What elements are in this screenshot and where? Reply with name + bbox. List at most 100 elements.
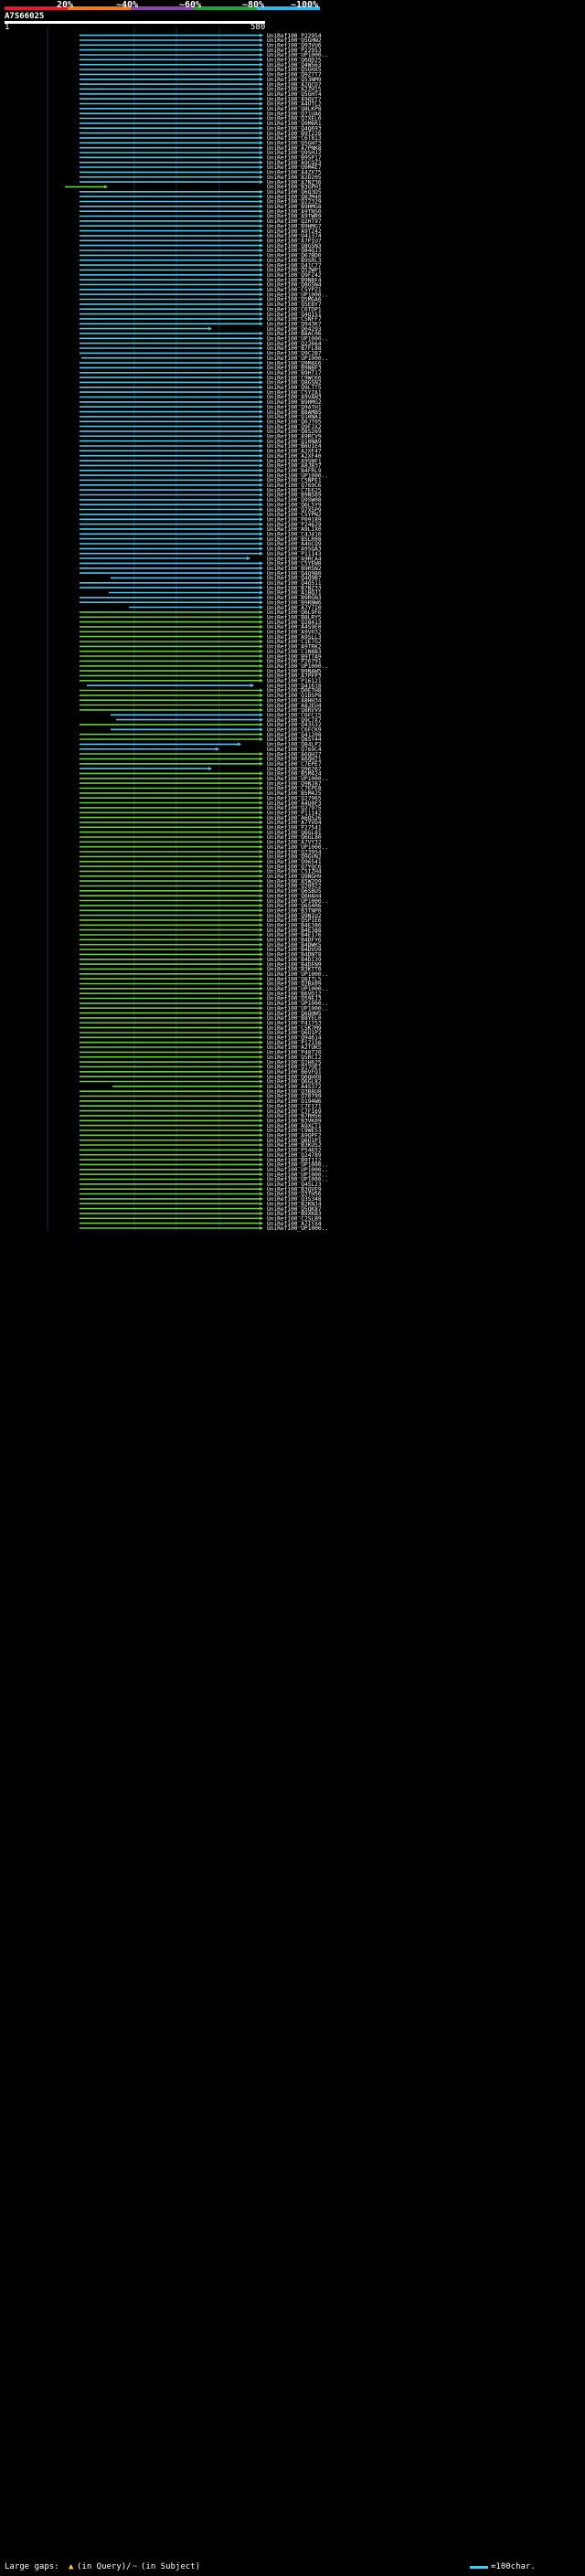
hit-label[interactable]: UniRef100_Q8ITL5 (267, 976, 322, 982)
hit-label[interactable]: UniRef100_Q3B8U8 (267, 1088, 322, 1095)
hit-label[interactable]: UniRef100_Q41C77 (267, 262, 322, 269)
hit-label[interactable]: UniRef100_B3TNP0 (267, 908, 322, 915)
hit-label[interactable]: UniRef100_C5YZA1 (267, 389, 322, 396)
hit-label[interactable]: UniRef100_B4DI39 (267, 957, 322, 963)
hit-label[interactable]: UniRef100_C5YEW8 (267, 561, 322, 567)
hit-label[interactable]: UniRef100_B4DVU9 (267, 947, 322, 953)
hit-label[interactable]: UniRef100_B2D205 (267, 175, 322, 181)
hit-label[interactable]: UniRef100_B3VK09 (267, 1118, 322, 1125)
hit-label[interactable]: UniRef100_C6FC15 (267, 713, 322, 719)
hit-label[interactable]: UniRef100_Q59EJ3 (267, 996, 322, 1002)
hit-label[interactable]: UniRef100_P24629 (267, 522, 322, 528)
hit-label[interactable]: UniRef100_C7EPE8 (267, 786, 322, 792)
hit-label[interactable]: UniRef100_A4ZX75 (267, 170, 322, 176)
hit-label[interactable]: UniRef100_Q8GSN4 (267, 282, 322, 289)
hit-label[interactable]: UniRef100_UP1000.. (267, 292, 328, 298)
hit-label[interactable]: UniRef100_P41753 (267, 1021, 322, 1027)
hit-label[interactable]: UniRef100_Q5GHT3 (267, 141, 322, 147)
hit-label[interactable]: UniRef100_Q4Q151 (267, 312, 322, 318)
hit-label[interactable]: UniRef100_B3KTT0 (267, 967, 322, 973)
hit-label[interactable]: UniRef100_A9CQZ3 (267, 160, 322, 166)
hit-label[interactable]: UniRef100_Q5GHW2 (267, 37, 322, 44)
hit-label[interactable]: UniRef100_B5M424 (267, 771, 322, 778)
hit-label[interactable]: UniRef100_A7IYX4 (267, 1221, 322, 1227)
hit-label[interactable]: UniRef100_Q6QHW5 (267, 1011, 322, 1017)
hit-label[interactable]: UniRef100_P26791 (267, 659, 322, 665)
hit-label[interactable]: UniRef100_Q1DSP8 (267, 693, 322, 699)
hit-label[interactable]: UniRef100_A7PNK8 (267, 145, 322, 152)
hit-label[interactable]: UniRef100_A2ZH15 (267, 87, 322, 93)
hit-label[interactable]: UniRef100_UP1000.. (267, 1225, 328, 1232)
hit-label[interactable]: UniRef100_B9NAW5 (267, 668, 322, 674)
hit-label[interactable]: UniRef100_Q9M6R1 (267, 121, 322, 127)
hit-label[interactable]: UniRef100_D0ETH8 (267, 688, 322, 694)
hit-label[interactable]: UniRef100_A8HH34 (267, 697, 322, 704)
hit-label[interactable]: UniRef100_UP1000.. (267, 1162, 328, 1169)
hit-label[interactable]: UniRef100_C9WE53 (267, 1128, 322, 1134)
hit-label[interactable]: UniRef100_Q6QHX8 (267, 1074, 322, 1080)
hit-label[interactable]: UniRef100_UP1000.. (267, 986, 328, 992)
hit-label[interactable]: UniRef100_B4DFY6 (267, 938, 322, 944)
hit-label[interactable]: UniRef100_Q5RCI2 (267, 1055, 322, 1061)
hit-label[interactable]: UniRef100_Q9N1U2 (267, 913, 322, 919)
hit-label[interactable]: UniRef100_B9SRL3 (267, 258, 322, 264)
hit-label[interactable]: UniRef100_Q7XEL0 (267, 116, 322, 122)
hit-label[interactable]: UniRef100_Q10NA9 (267, 439, 322, 445)
hit-label[interactable]: UniRef100_Q41618 (267, 683, 322, 689)
hit-label[interactable]: UniRef100_A2TUK5 (267, 1044, 322, 1051)
hit-label[interactable]: UniRef100_Q8SY44 (267, 737, 322, 743)
hit-label[interactable]: UniRef100_B6VFQ1 (267, 1069, 322, 1076)
hit-label[interactable]: UniRef100_Q27975 (267, 805, 322, 811)
hit-label[interactable]: UniRef100_A6QH27 (267, 751, 322, 758)
hit-label[interactable]: UniRef100_Q84LP2 (267, 742, 322, 748)
hit-label[interactable]: UniRef100_Q8RVV9 (267, 707, 322, 714)
hit-label[interactable]: UniRef100_Q4SL23 (267, 1182, 322, 1188)
hit-label[interactable]: UniRef100_Q84QJ3 (267, 248, 322, 254)
hit-label[interactable]: UniRef100_A9QVI7 (267, 96, 322, 102)
hit-label[interactable]: UniRef100_A2XF40 (267, 453, 322, 460)
hit-label[interactable]: UniRef100_C5NPE1 (267, 478, 322, 484)
hit-label[interactable]: UniRef100_P17156 (267, 1040, 322, 1046)
hit-label[interactable]: UniRef100_C7E625 (267, 487, 322, 493)
hit-label[interactable]: UniRef100_A2XF47 (267, 449, 322, 455)
hit-label[interactable]: UniRef100_B4DFN9 (267, 961, 322, 968)
hit-label[interactable]: UniRef100_A5W2D9 (267, 878, 322, 885)
hit-label[interactable]: UniRef100_A7VY32 (267, 840, 322, 846)
hit-label[interactable]: UniRef100_B9NBF4 (267, 277, 322, 283)
hit-label[interactable]: UniRef100_Q41208 (267, 732, 322, 738)
hit-label[interactable]: UniRef100_Q82M40 (267, 194, 322, 200)
hit-label[interactable]: UniRef100_B4E176 (267, 932, 322, 938)
hit-label[interactable]: UniRef100_UP1000.. (267, 1001, 328, 1007)
hit-label[interactable]: UniRef100_Q6SBU5 (267, 888, 322, 895)
hit-label[interactable]: UniRef100_B7FL88 (267, 345, 322, 352)
hit-label[interactable]: UniRef100_Q96267 (267, 766, 322, 772)
hit-label[interactable]: UniRef100_B9NS69 (267, 493, 322, 499)
hit-label[interactable]: UniRef100_Q5P1E6 (267, 917, 322, 924)
hit-label[interactable]: UniRef100_A7YVD4 (267, 820, 322, 826)
hit-label[interactable]: UniRef100_UP1000.. (267, 1167, 328, 1173)
hit-label[interactable]: UniRef100_Q7X5P9 (267, 507, 322, 514)
hit-label[interactable]: UniRef100_A9TRK2 (267, 644, 322, 651)
hit-label[interactable]: UniRef100_C6FCK9 (267, 727, 322, 734)
hit-label[interactable]: UniRef100_Q0JT05 (267, 419, 322, 425)
hit-label[interactable]: UniRef100_Q4Q9B0 (267, 570, 322, 577)
hit-label[interactable]: UniRef100_A6QS26 (267, 815, 322, 822)
hit-label[interactable]: UniRef100_Q9GVN2 (267, 854, 322, 861)
hit-label[interactable]: UniRef100_Q4W563 (267, 62, 322, 69)
hit-label[interactable]: UniRef100_Q9FJX2 (267, 424, 322, 430)
hit-label[interactable]: UniRef100_C1E7G2 (267, 639, 322, 645)
hit-label[interactable]: UniRef100_B9T7A9 (267, 653, 322, 660)
hit-label[interactable]: UniRef100_Q9FZ42 (267, 272, 322, 279)
hit-label[interactable]: UniRef100_C1N8B3 (267, 649, 322, 655)
hit-label[interactable]: UniRef100_B9XKB3 (267, 1211, 322, 1217)
hit-label[interactable]: UniRef100_A9RCA4 (267, 556, 322, 562)
hit-label[interactable]: UniRef100_Q17UE1 (267, 1065, 322, 1071)
hit-label[interactable]: UniRef100_UP1000.. (267, 898, 328, 905)
hit-label[interactable]: UniRef100_UP1000.. (267, 1177, 328, 1183)
hit-label[interactable]: UniRef100_A4UTL2 (267, 101, 322, 108)
hit-label[interactable]: UniRef100_Q23954 (267, 849, 322, 855)
hit-label[interactable]: UniRef100_Q22664 (267, 341, 322, 347)
hit-label[interactable]: UniRef100_A8JB37 (267, 463, 322, 470)
hit-label[interactable]: UniRef100_B8YEL0 (267, 1015, 322, 1022)
hit-label[interactable]: UniRef100_B9RSN2 (267, 566, 322, 572)
